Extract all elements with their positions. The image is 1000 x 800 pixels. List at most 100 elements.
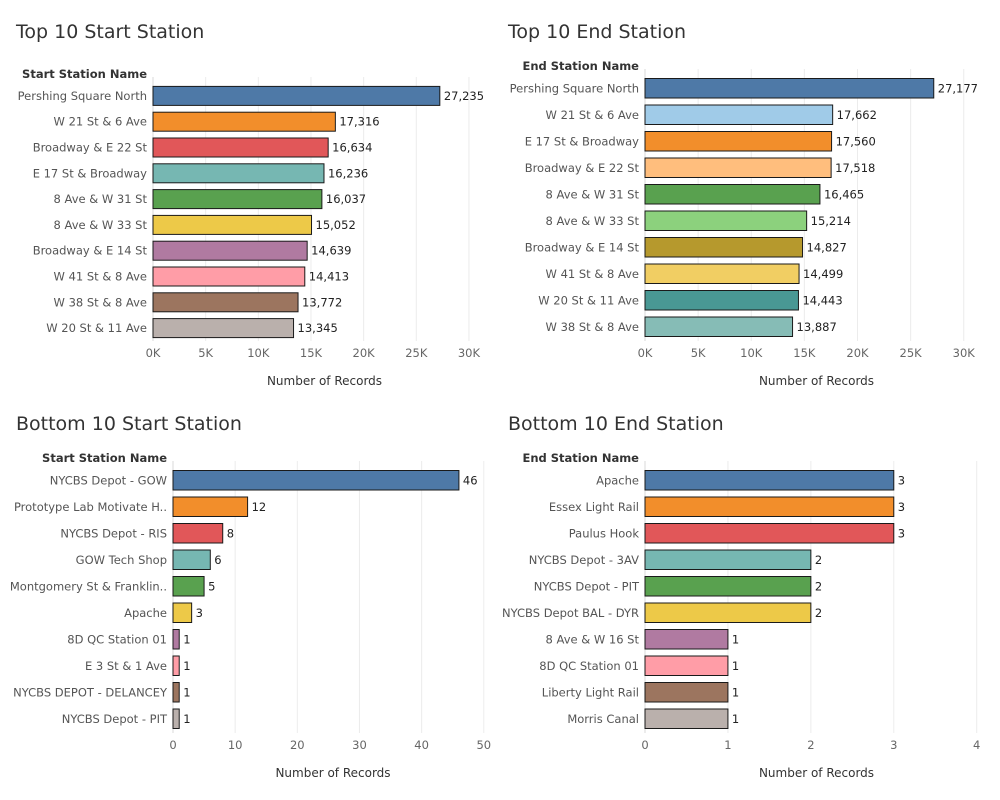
- category-label: E 3 St & 1 Ave: [85, 659, 167, 673]
- x-tick-label: 15K: [793, 346, 816, 360]
- x-tick-label: 0: [169, 738, 176, 752]
- x-tick-label: 25K: [405, 346, 428, 360]
- value-label: 2: [815, 579, 822, 593]
- value-label: 16,037: [326, 192, 366, 206]
- category-label: NYCBS Depot - PIT: [534, 579, 640, 593]
- bar: [152, 292, 299, 313]
- category-label: W 20 St & 11 Ave: [46, 321, 147, 335]
- category-label: NYCBS Depot BAL - DYR: [502, 606, 639, 620]
- bar-chart: 0 10 20 30 40 50 NYCBS Depot - GOW 46 Prototype …: [10, 461, 491, 752]
- x-tick-label: 5K: [198, 346, 213, 360]
- x-tick-label: 2: [807, 738, 814, 752]
- y-axis-header: End Station Name: [522, 59, 639, 73]
- value-label: 3: [898, 473, 905, 487]
- category-label: Pershing Square North: [510, 81, 639, 95]
- category-label: Broadway & E 22 St: [33, 141, 148, 155]
- value-label: 1: [732, 659, 739, 673]
- x-tick-label: 50: [476, 738, 491, 752]
- bar: [172, 549, 211, 570]
- bar: [644, 523, 895, 544]
- chart-title: Bottom 10 End Station: [508, 413, 724, 435]
- bar: [644, 237, 804, 258]
- bar: [644, 316, 794, 337]
- category-label: Broadway & E 14 St: [33, 244, 148, 258]
- value-label: 16,236: [328, 166, 368, 180]
- value-label: 1: [732, 632, 739, 646]
- bar: [644, 655, 729, 676]
- category-label: W 21 St & 6 Ave: [54, 115, 147, 129]
- value-label: 12: [252, 500, 267, 514]
- category-label: 8 Ave & W 33 St: [54, 218, 148, 232]
- x-tick-label: 20: [290, 738, 305, 752]
- category-label: GOW Tech Shop: [76, 553, 167, 567]
- chart-title: Top 10 Start Station: [16, 21, 205, 43]
- bar: [152, 240, 308, 261]
- category-label: Prototype Lab Motivate H..: [14, 500, 167, 514]
- category-label: 8D QC Station 01: [67, 632, 167, 646]
- y-axis-header: Start Station Name: [22, 67, 147, 81]
- bar: [644, 629, 729, 650]
- value-label: 1: [732, 685, 739, 699]
- x-tick-label: 40: [414, 738, 429, 752]
- x-tick-label: 30K: [458, 346, 481, 360]
- value-label: 13,887: [797, 320, 837, 334]
- bar-chart: 0K 5K 10K 15K 20K 25K 30K Pershing Square North…: [510, 69, 978, 360]
- category-label: Pershing Square North: [18, 89, 147, 103]
- bar: [644, 104, 834, 125]
- x-tick-label: 30K: [953, 346, 976, 360]
- bar: [644, 131, 833, 152]
- x-tick-label: 20K: [353, 346, 376, 360]
- x-tick-label: 10: [228, 738, 243, 752]
- x-tick-label: 20K: [846, 346, 869, 360]
- bar: [644, 290, 799, 311]
- x-tick-label: 3: [890, 738, 897, 752]
- bar: [644, 576, 812, 597]
- x-axis-title: Number of Records: [758, 374, 875, 388]
- category-label: W 20 St & 11 Ave: [538, 293, 639, 307]
- value-label: 1: [183, 632, 190, 646]
- category-label: 8 Ave & W 16 St: [546, 632, 640, 646]
- bar: [172, 470, 460, 491]
- value-label: 6: [214, 553, 221, 567]
- category-label: Paulus Hook: [569, 526, 640, 540]
- bar: [644, 496, 895, 517]
- category-label: NYCBS Depot - 3AV: [529, 553, 639, 567]
- bar: [644, 470, 895, 491]
- value-label: 1: [183, 659, 190, 673]
- category-label: 8D QC Station 01: [539, 659, 639, 673]
- category-label: Apache: [124, 606, 167, 620]
- value-label: 14,639: [311, 244, 351, 258]
- bar: [644, 682, 729, 703]
- value-label: 14,443: [802, 293, 842, 307]
- category-label: 8 Ave & W 31 St: [54, 192, 148, 206]
- x-tick-label: 10K: [740, 346, 763, 360]
- value-label: 3: [898, 526, 905, 540]
- bar: [172, 655, 180, 676]
- x-axis-title: Number of Records: [758, 766, 875, 780]
- value-label: 1: [183, 712, 190, 726]
- value-label: 5: [208, 579, 215, 593]
- value-label: 3: [196, 606, 203, 620]
- value-label: 1: [183, 685, 190, 699]
- value-label: 8: [227, 526, 234, 540]
- category-label: 8 Ave & W 31 St: [546, 187, 640, 201]
- bar: [152, 189, 323, 210]
- category-label: Montgomery St & Franklin..: [10, 579, 167, 593]
- bar: [152, 111, 336, 132]
- value-label: 15,214: [811, 214, 851, 228]
- x-tick-label: 5K: [691, 346, 706, 360]
- value-label: 14,413: [309, 270, 349, 284]
- bar-chart: 0K 5K 10K 15K 20K 25K 30K Pershing Square North…: [18, 77, 484, 360]
- chart-title: Top 10 End Station: [508, 21, 687, 43]
- category-label: NYCBS DEPOT - DELANCEY: [13, 685, 168, 699]
- value-label: 2: [815, 606, 822, 620]
- bar: [644, 549, 812, 570]
- category-label: W 21 St & 6 Ave: [546, 108, 639, 122]
- value-label: 3: [898, 500, 905, 514]
- x-tick-label: 1: [724, 738, 731, 752]
- bar: [152, 163, 325, 184]
- bar: [644, 78, 935, 99]
- bar: [152, 214, 313, 235]
- value-label: 1: [732, 712, 739, 726]
